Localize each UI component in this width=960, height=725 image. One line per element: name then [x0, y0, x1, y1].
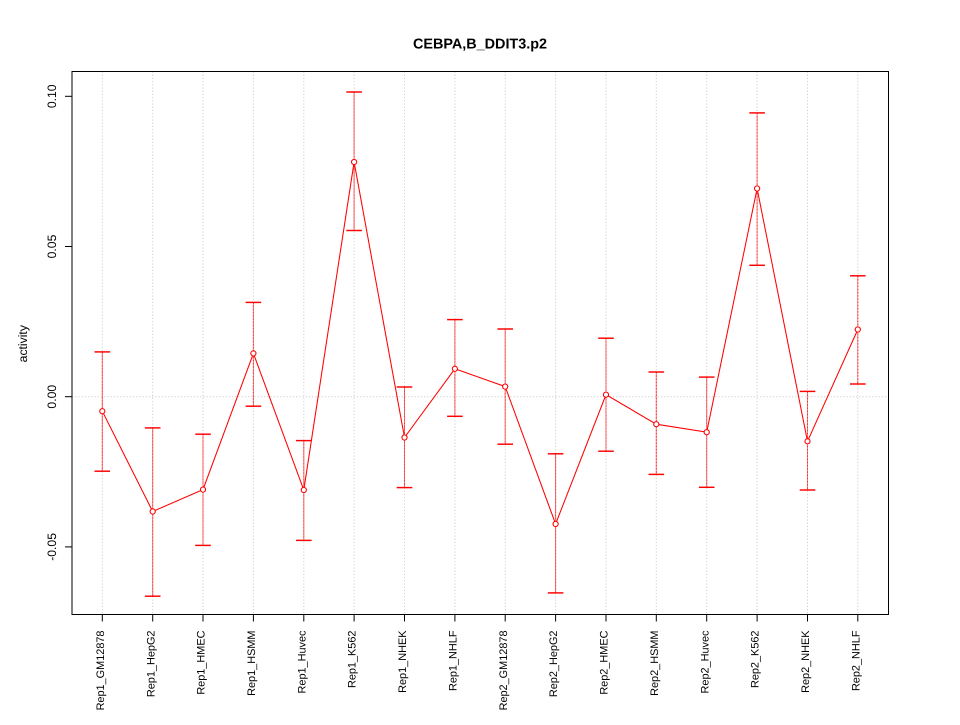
svg-text:Rep1_NHEK: Rep1_NHEK [397, 630, 409, 693]
svg-text:Rep2_HepG2: Rep2_HepG2 [548, 631, 560, 698]
svg-text:Rep1_HSMM: Rep1_HSMM [246, 631, 258, 696]
svg-text:Rep2_HMEC: Rep2_HMEC [599, 630, 611, 694]
svg-text:0.10: 0.10 [45, 84, 59, 108]
svg-text:-0.05: -0.05 [45, 533, 59, 561]
svg-text:Rep2_GM12878: Rep2_GM12878 [498, 631, 510, 711]
svg-text:Rep2_K562: Rep2_K562 [750, 631, 762, 689]
svg-text:Rep1_HMEC: Rep1_HMEC [196, 630, 208, 694]
svg-text:Rep2_Huvec: Rep2_Huvec [699, 630, 711, 694]
svg-text:Rep2_NHEK: Rep2_NHEK [800, 630, 812, 693]
svg-text:Rep2_NHLF: Rep2_NHLF [850, 630, 862, 691]
svg-text:CEBPA,B_DDIT3.p2: CEBPA,B_DDIT3.p2 [413, 36, 547, 52]
svg-text:Rep1_HepG2: Rep1_HepG2 [145, 631, 157, 698]
svg-text:Rep1_GM12878: Rep1_GM12878 [95, 631, 107, 711]
svg-text:Rep1_Huvec: Rep1_Huvec [296, 630, 308, 694]
svg-text:Rep1_NHLF: Rep1_NHLF [448, 630, 460, 691]
svg-text:0.05: 0.05 [45, 234, 59, 258]
svg-text:0.00: 0.00 [45, 385, 59, 409]
svg-text:Rep2_HSMM: Rep2_HSMM [649, 631, 661, 696]
svg-text:Rep1_K562: Rep1_K562 [347, 631, 359, 689]
svg-text:activity: activity [16, 324, 30, 362]
